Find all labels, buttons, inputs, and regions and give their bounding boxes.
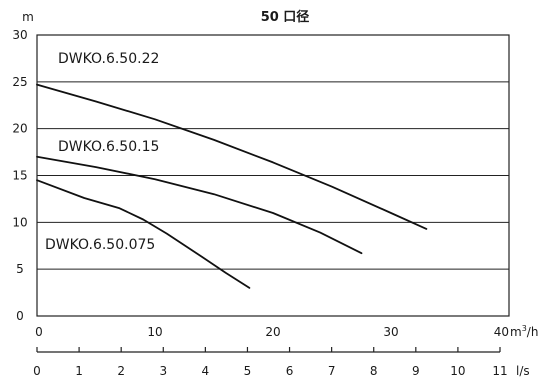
y-axis-unit-label: m <box>22 10 34 24</box>
x-axis-m3h-unit: m3/h <box>510 324 538 339</box>
y-tick-label-5: 5 <box>16 262 24 276</box>
chart-title: 50 口径 <box>261 9 310 25</box>
x-ls-tick-label-4: 4 <box>202 364 210 378</box>
x-ls-tick-label-6: 6 <box>286 364 294 378</box>
y-tick-label-30: 30 <box>12 28 27 42</box>
x-ls-tick-label-0: 0 <box>33 364 41 378</box>
x-ls-tick-label-2: 2 <box>117 364 125 378</box>
x-m3h-tick-label-40: 40 <box>494 325 509 339</box>
x-m3h-tick-label-30: 30 <box>383 325 398 339</box>
y-tick-label-0: 0 <box>16 309 24 323</box>
x-m3h-tick-label-0: 0 <box>35 325 43 339</box>
chart-grid <box>36 34 510 317</box>
chart-series <box>36 83 428 289</box>
series-line-1 <box>36 155 363 255</box>
x-axis-ls: 0 1 2 3 4 5 6 7 8 9 10 11 <box>33 347 508 378</box>
x-ls-tick-label-1: 1 <box>75 364 83 378</box>
y-tick-label-10: 10 <box>12 215 27 229</box>
y-tick-label-20: 20 <box>12 122 27 136</box>
y-tick-label-15: 15 <box>12 169 27 183</box>
series-label-dwko-6-50-22: DWKO.6.50.22 <box>58 51 159 67</box>
series-label-dwko-6-50-15: DWKO.6.50.15 <box>58 139 159 155</box>
y-axis-ticks: 0 5 10 15 20 25 30 <box>12 28 27 323</box>
x-m3h-tick-label-10: 10 <box>147 325 162 339</box>
x-ls-tick-label-3: 3 <box>159 364 167 378</box>
x-ls-tick-label-9: 9 <box>412 364 420 378</box>
x-axis-ls-unit: l/s <box>516 364 530 378</box>
series-line-0 <box>36 83 428 230</box>
x-ls-tick-label-7: 7 <box>328 364 336 378</box>
y-tick-label-25: 25 <box>12 75 27 89</box>
x-ls-tick-label-11: 11 <box>492 364 507 378</box>
series-line-2 <box>36 179 251 289</box>
series-label-dwko-6-50-075: DWKO.6.50.075 <box>45 237 155 253</box>
x-m3h-tick-label-20: 20 <box>265 325 280 339</box>
x-ls-tick-label-10: 10 <box>450 364 465 378</box>
x-axis-m3h: 0 10 20 30 40 <box>35 325 509 339</box>
x-ls-tick-label-8: 8 <box>370 364 378 378</box>
x-ls-tick-label-5: 5 <box>244 364 252 378</box>
